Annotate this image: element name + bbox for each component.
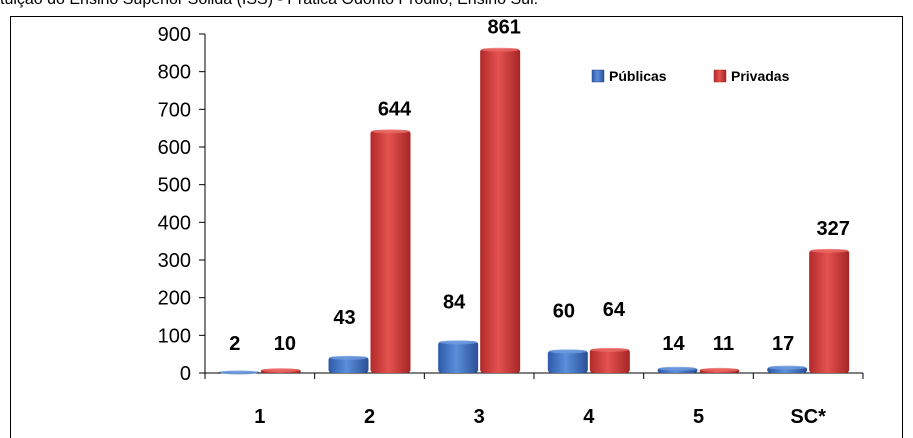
bars-layer [218,47,850,375]
bar-privadas-3 [480,48,521,373]
bar-top-cap [439,340,478,345]
legend-swatch-publicas [591,69,605,83]
legend: Públicas Privadas [591,68,790,84]
bar-privadas-4 [589,348,630,373]
y-tick-label: 100 [158,325,191,347]
data-label-publicas: 84 [443,291,466,313]
data-label-publicas: 2 [229,333,240,355]
bar-top-cap [481,47,520,52]
axis-layer: 0 100 200 300 400 500 600 700 800 900 1 2 3 4 5 SC* [158,24,864,428]
x-tick-label: 1 [254,406,265,428]
data-label-privadas: 11 [713,333,734,355]
bar-top-cap [371,129,410,134]
data-label-privadas: 644 [378,98,412,120]
bar-top-cap [810,248,849,253]
data-label-publicas: 60 [553,300,575,322]
labels-layer: 2 10 43 644 84 861 60 64 14 11 17 327 [229,17,850,355]
bar-publicas-2 [328,356,369,373]
y-tick-label: 700 [158,99,191,121]
legend-label-privadas: Privadas [731,68,790,84]
x-tick-label: 5 [693,406,704,428]
data-label-privadas: 327 [816,218,849,240]
data-label-privadas: 64 [603,299,626,321]
y-tick-label: 0 [180,363,191,385]
bar-top-cap [658,366,697,371]
bar-top-cap [768,365,807,370]
y-tick-label: 400 [158,212,191,234]
bar-top-cap [329,355,368,360]
y-tick-label: 800 [158,62,191,84]
legend-swatch-privadas [713,69,727,83]
chart-frame [10,16,903,438]
x-tick-label: 3 [474,406,485,428]
bar-top-cap [548,349,587,354]
bar-publicas-3 [438,341,479,373]
data-label-publicas: 14 [662,333,685,355]
y-tick-label: 200 [158,288,191,310]
bar-top-cap [219,370,258,375]
y-tick-label: 600 [158,137,191,159]
x-tick-label: 2 [364,406,375,428]
data-label-privadas: 861 [487,17,520,39]
bar-top-cap [700,367,739,372]
bar-top-cap [590,347,629,352]
y-tick-label: 500 [158,175,191,197]
y-tick-label: 300 [158,250,191,272]
x-tick-label: SC* [790,406,826,428]
data-label-privadas: 10 [274,333,296,355]
legend-label-publicas: Públicas [609,68,667,84]
data-label-publicas: 43 [333,307,355,329]
bar-publicas-4 [547,350,588,373]
bar-top-cap [261,368,300,373]
x-tick-label: 4 [583,406,595,428]
y-tick-label: 900 [158,24,191,46]
data-label-publicas: 17 [772,333,794,355]
figure-caption: tuição do Ensino Superior Sólida (ISS) -… [0,0,913,11]
bar-privadas-2 [370,130,411,373]
bar-privadas-SCstar [809,249,850,373]
